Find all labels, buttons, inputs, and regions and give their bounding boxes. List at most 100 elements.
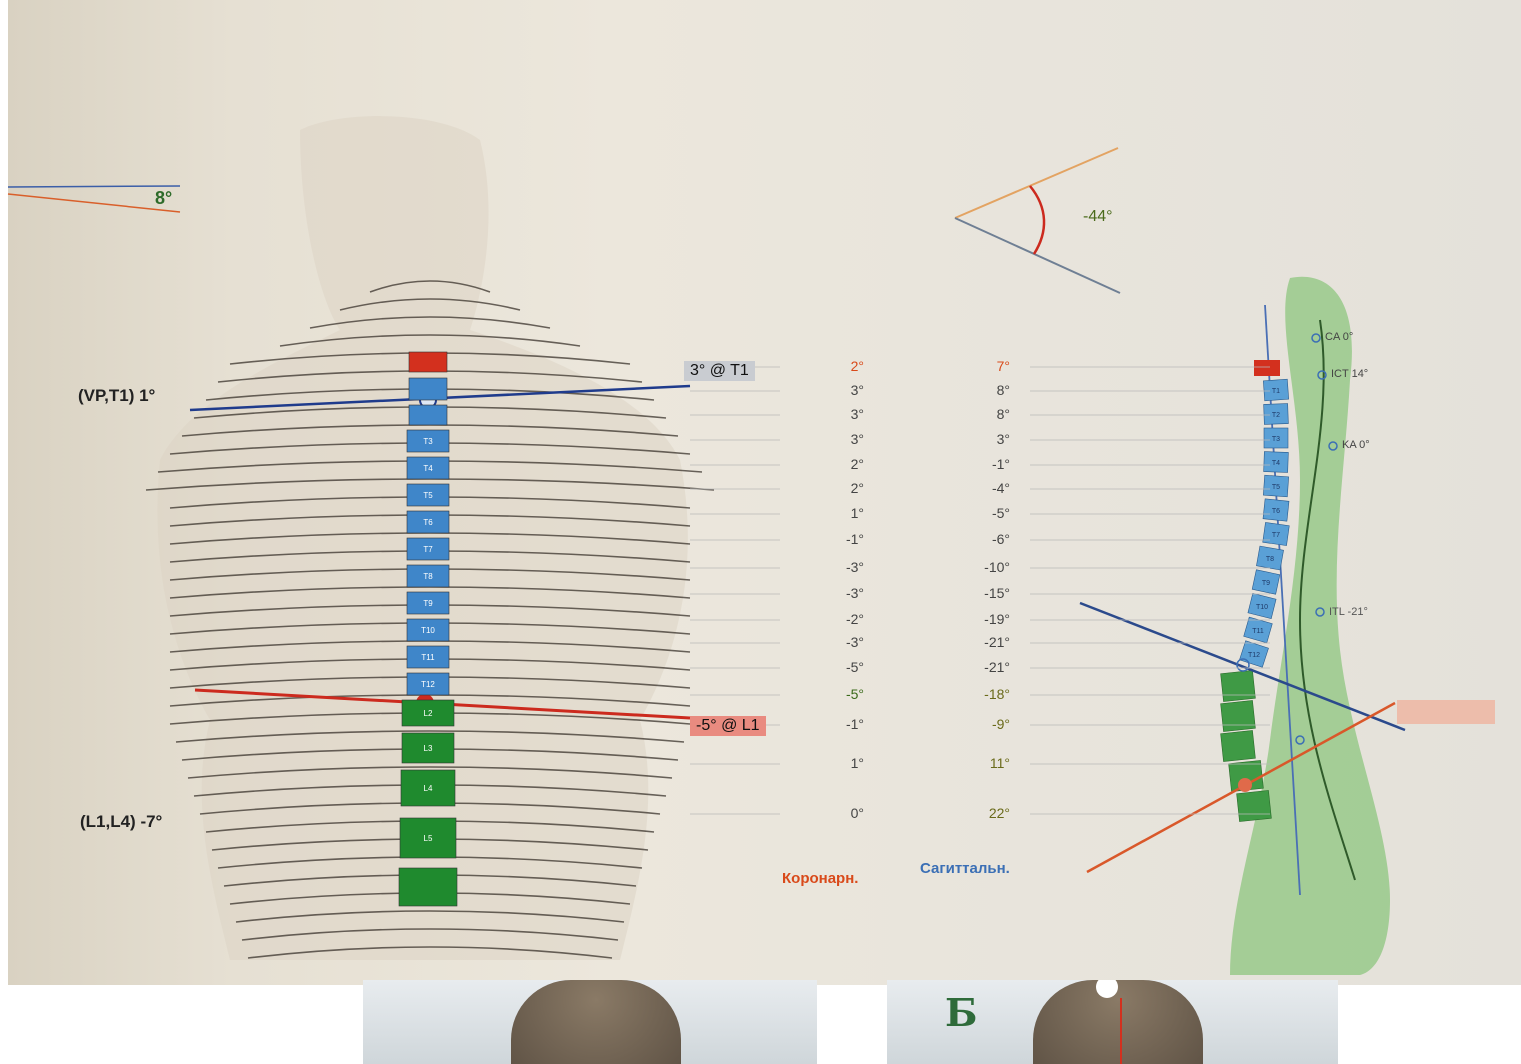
t1-tilt-tag: 3° @ T1 — [684, 361, 755, 381]
coronal-value: 2° — [850, 480, 864, 496]
vertebra-label: T12 — [421, 680, 435, 689]
coronal-value: 3° — [850, 431, 864, 447]
contour-line — [175, 730, 685, 743]
l1-tilt-tag: -5° @ L1 — [690, 716, 766, 736]
lateral-vertebra-lumbar — [1220, 730, 1256, 762]
marker-ka: KA 0° — [1342, 439, 1370, 451]
sagittal-value: -18° — [984, 686, 1010, 702]
marker-itl: ITL -21° — [1329, 606, 1368, 618]
sagittal-value: 3° — [996, 431, 1010, 447]
coronal-value: -3° — [845, 634, 864, 650]
sagittal-value: -5° — [991, 505, 1010, 521]
vertebra-label: T7 — [423, 545, 433, 554]
vertebra-block — [401, 732, 455, 764]
vertebra-block — [406, 645, 450, 669]
sagittal-legend: Сагиттальн. — [920, 860, 1010, 877]
lateral-vertebra — [1254, 360, 1280, 376]
vertebra-block — [406, 564, 450, 588]
coronal-value: -5° — [845, 659, 864, 675]
lateral-vertebra — [1263, 403, 1289, 425]
coronal-value: -2° — [845, 611, 864, 627]
contour-line — [309, 316, 551, 329]
contour-line — [235, 910, 625, 923]
head-back-left — [511, 980, 681, 1064]
sagittal-value: -15° — [984, 585, 1010, 601]
lateral-vertebra — [1247, 593, 1277, 619]
contour-line — [247, 946, 613, 959]
contour-line — [339, 298, 521, 311]
lateral-vertebra — [1262, 498, 1290, 522]
coronal-value: -1° — [845, 531, 864, 547]
vertebra-label: L4 — [424, 784, 433, 793]
vertebra-label: L2 — [424, 709, 433, 718]
coronal-value: 1° — [850, 505, 864, 521]
lateral-vertebra — [1263, 451, 1289, 473]
vertebra-block — [408, 351, 448, 373]
vertebra-label: L5 — [424, 834, 433, 843]
coronal-value: 2° — [850, 358, 864, 374]
vertebra-block — [406, 537, 450, 561]
contour-line — [187, 766, 673, 779]
vertebra-block — [406, 510, 450, 534]
head-angle-label: -44° — [1083, 208, 1113, 225]
sagittal-value: 11° — [989, 755, 1010, 771]
sagittal-value: 7° — [996, 358, 1010, 374]
lateral-vertebra-label: T5 — [1272, 484, 1280, 491]
vertebra-block — [406, 591, 450, 615]
vertebra-label: T9 — [423, 599, 433, 608]
l1-l4-angle-label: (L1,L4) -7° — [80, 812, 163, 831]
lateral-vertebra-label: T8 — [1266, 556, 1274, 563]
lateral-vertebra-label: T4 — [1272, 460, 1280, 467]
coronal-value: -3° — [845, 559, 864, 575]
head-back-right — [1033, 980, 1203, 1064]
vertebra-block — [400, 769, 456, 807]
coronal-legend: Коронарн. — [782, 870, 859, 887]
lateral-vertebra-label: T7 — [1272, 532, 1280, 539]
coronal-value: 3° — [850, 406, 864, 422]
vertebra-label: T3 — [423, 437, 433, 446]
vertebra-label: T6 — [423, 518, 433, 527]
lateral-vertebra-label: T9 — [1262, 580, 1270, 587]
lateral-vertebra — [1263, 474, 1289, 498]
vp-t1-angle-label: (VP,T1) 1° — [78, 386, 156, 405]
contour-line — [279, 334, 581, 347]
vertebra-block — [398, 867, 458, 907]
coronal-value: 0° — [850, 805, 864, 821]
lateral-vertebra — [1263, 427, 1289, 449]
sagittal-value: 22° — [988, 805, 1010, 821]
sagittal-value: -21° — [984, 634, 1010, 650]
vertebra-label: T8 — [423, 572, 433, 581]
sagittal-value: -4° — [991, 480, 1010, 496]
sagittal-value: -6° — [991, 531, 1010, 547]
sagittal-value: -9° — [991, 716, 1010, 732]
photo-right: Б — [887, 980, 1338, 1064]
lateral-vertebra-label: T3 — [1272, 436, 1280, 443]
coronal-value: -5° — [845, 686, 864, 702]
vertebra-block — [406, 672, 450, 696]
coronal-value: -1° — [845, 716, 864, 732]
head-marker-dot — [1096, 980, 1118, 998]
lateral-vertebra — [1251, 569, 1281, 595]
lateral-vertebra-label: T6 — [1272, 508, 1280, 515]
vertebra-label: L3 — [424, 744, 433, 753]
lateral-vertebra-lumbar — [1220, 670, 1256, 702]
photo-left — [363, 980, 817, 1064]
vertebra-label: T4 — [423, 464, 433, 473]
marker-ca: CA 0° — [1325, 331, 1354, 343]
vertebra-block — [406, 429, 450, 453]
vertebra-label: T5 — [423, 491, 433, 500]
sagittal-value: -19° — [984, 611, 1010, 627]
vertebra-block — [406, 483, 450, 507]
vertebra-block — [406, 618, 450, 642]
coronal-value: -3° — [845, 585, 864, 601]
photo-right-letter: Б — [945, 990, 978, 1035]
vertebra-block — [399, 817, 457, 859]
vertebra-label: T11 — [421, 653, 435, 662]
contour-line — [369, 280, 491, 293]
coronal-value: 3° — [850, 382, 864, 398]
sagittal-value: -21° — [984, 659, 1010, 675]
lateral-vertebra-label: T11 — [1252, 628, 1264, 635]
sagittal-value: -10° — [984, 559, 1010, 575]
sagittal-value: 8° — [996, 382, 1010, 398]
